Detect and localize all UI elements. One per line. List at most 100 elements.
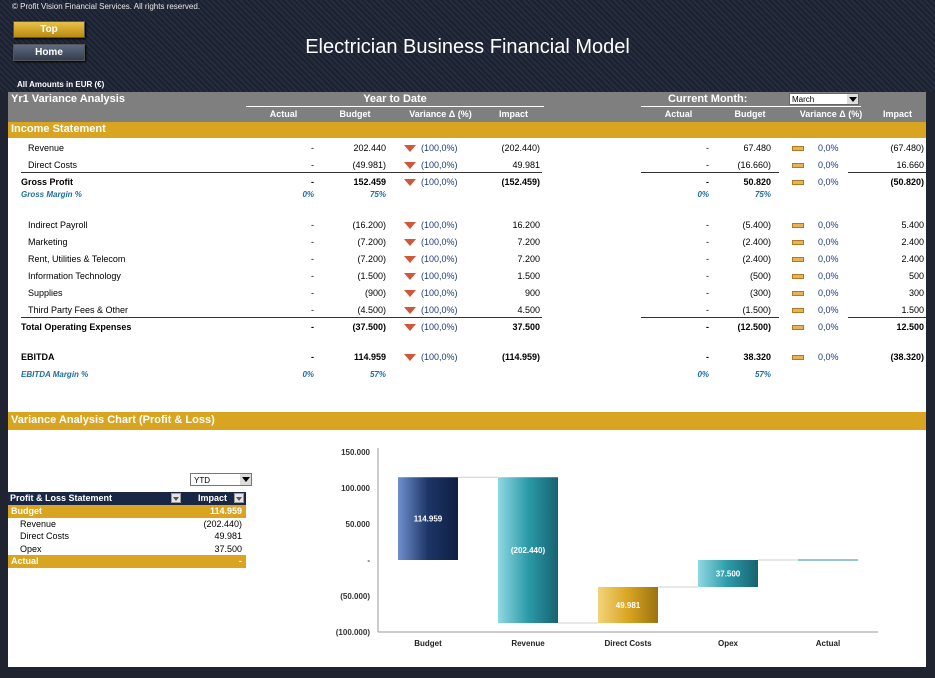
month-budget: 67.480 <box>743 143 771 153</box>
ytd-impact: 7.200 <box>517 237 540 247</box>
neutral-indicator-icon <box>792 355 804 360</box>
neutral-indicator-icon <box>792 325 804 330</box>
down-arrow-icon <box>404 162 416 169</box>
month-impact: (50.820) <box>890 177 924 187</box>
waterfall-chart: 150.000 100.000 50.000 - (50.000) (100.000) 11… <box>336 448 878 648</box>
filter-dropdown-icon[interactable] <box>171 493 181 503</box>
row-label: EBITDA Margin % <box>21 370 89 379</box>
pl-table-header: Profit & Loss Statement Impact <box>8 492 246 505</box>
y-tick-label: 150.000 <box>341 448 370 457</box>
chevron-down-icon[interactable] <box>240 474 251 485</box>
ytd-impact: (114.959) <box>501 352 540 362</box>
subtotal-line <box>641 317 779 318</box>
row-label: Gross Margin % <box>21 190 82 199</box>
ytd-budget: (16.200) <box>352 220 386 230</box>
ytd-col-variance: Variance Δ (%) <box>409 109 472 119</box>
x-tick-label: Budget <box>414 639 442 648</box>
month-actual: - <box>706 254 709 264</box>
pl-header-label: Profit & Loss Statement <box>10 493 113 503</box>
ytd-actual: - <box>311 322 314 332</box>
ytd-actual: - <box>311 305 314 315</box>
down-arrow-icon <box>404 222 416 229</box>
month-variance: 0,0% <box>818 220 839 230</box>
worksheet: Yr1 Variance Analysis Year to Date Curre… <box>8 92 926 667</box>
row-label: Information Technology <box>28 271 121 281</box>
month-actual: 0% <box>697 190 709 199</box>
month-variance: 0,0% <box>818 305 839 315</box>
month-budget: (12.500) <box>737 322 771 332</box>
pl-row-value: 49.981 <box>214 531 242 541</box>
month-impact: 12.500 <box>896 322 924 332</box>
month-impact: 1.500 <box>901 305 924 315</box>
chart-section-title: Variance Analysis Chart (Profit & Loss) <box>11 414 215 426</box>
neutral-indicator-icon <box>792 257 804 262</box>
header-banner: © Profit Vision Financial Services. All … <box>0 0 935 92</box>
ytd-budget: 152.459 <box>353 177 386 187</box>
ytd-actual: - <box>311 288 314 298</box>
month-budget: (2.400) <box>742 237 771 247</box>
month-impact: (67.480) <box>890 143 924 153</box>
ytd-variance: (100,0%) <box>421 305 458 315</box>
ytd-actual: 0% <box>302 370 314 379</box>
x-tick-label: Actual <box>816 639 840 648</box>
month-actual: - <box>706 271 709 281</box>
ytd-budget: 57% <box>369 370 386 379</box>
x-tick-label: Revenue <box>511 639 545 648</box>
ytd-actual: - <box>311 237 314 247</box>
subtotal-line <box>848 317 926 318</box>
top-button[interactable]: Top <box>13 21 85 38</box>
neutral-indicator-icon <box>792 180 804 185</box>
ytd-impact: (152.459) <box>501 177 540 187</box>
row-label: EBITDA <box>21 352 55 362</box>
pl-header-impact: Impact <box>198 493 228 503</box>
period-select[interactable]: YTD <box>190 473 252 486</box>
current-month-label: Current Month: <box>668 93 748 105</box>
row-label: Indirect Payroll <box>28 220 88 230</box>
neutral-indicator-icon <box>792 146 804 151</box>
data-label: 37.500 <box>716 570 741 579</box>
ytd-col-actual: Actual <box>269 109 298 119</box>
pl-row-value: 37.500 <box>214 543 242 554</box>
month-budget: (16.660) <box>737 160 771 170</box>
filter-dropdown-icon[interactable] <box>234 493 244 503</box>
month-budget: (2.400) <box>742 254 771 264</box>
variance-title: Yr1 Variance Analysis <box>11 93 125 105</box>
month-variance: 0,0% <box>818 254 839 264</box>
page-title: Electrician Business Financial Model <box>305 36 630 58</box>
down-arrow-icon <box>404 179 416 186</box>
month-actual: - <box>706 177 709 187</box>
ytd-variance: (100,0%) <box>421 177 458 187</box>
y-tick-label: - <box>367 556 370 565</box>
ytd-variance: (100,0%) <box>421 271 458 281</box>
subtotal-line <box>21 317 246 318</box>
ytd-col-budget: Budget <box>339 109 371 119</box>
month-select-value: March <box>792 95 815 104</box>
neutral-indicator-icon <box>792 223 804 228</box>
ytd-budget: (7.200) <box>357 254 386 264</box>
down-arrow-icon <box>404 273 416 280</box>
y-tick-label: 100.000 <box>341 484 370 493</box>
ytd-budget: 202.440 <box>353 143 386 153</box>
ytd-impact: 49.981 <box>512 160 540 170</box>
ytd-actual: - <box>311 220 314 230</box>
month-budget: (1.500) <box>742 305 771 315</box>
month-underline <box>641 106 861 107</box>
ytd-actual: - <box>311 143 314 153</box>
ytd-actual: - <box>311 177 314 187</box>
month-actual: - <box>706 160 709 170</box>
subtotal-line <box>641 172 779 173</box>
down-arrow-icon <box>404 324 416 331</box>
pl-row-value: 114.959 <box>209 506 242 516</box>
down-arrow-icon <box>404 145 416 152</box>
down-arrow-icon <box>404 354 416 361</box>
neutral-indicator-icon <box>792 240 804 245</box>
month-impact: 2.400 <box>901 254 924 264</box>
chevron-down-icon[interactable] <box>847 94 858 104</box>
y-tick-label: 50.000 <box>346 520 371 529</box>
pl-table-row: Budget 114.959 <box>8 505 246 518</box>
variance-header-band <box>8 92 926 122</box>
ytd-actual: - <box>311 160 314 170</box>
month-select[interactable]: March <box>789 93 859 105</box>
home-button[interactable]: Home <box>13 44 85 61</box>
ytd-actual: 0% <box>302 190 314 199</box>
